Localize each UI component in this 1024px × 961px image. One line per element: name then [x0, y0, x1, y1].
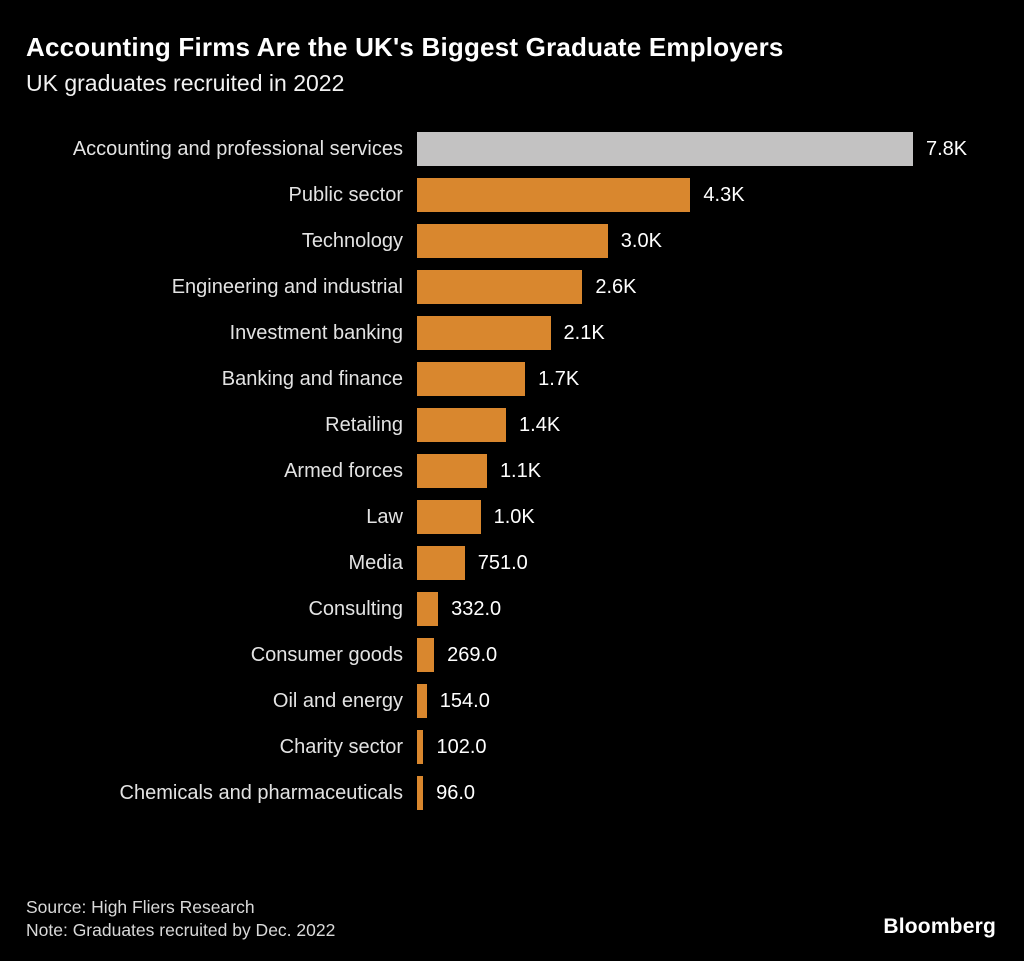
bar-value: 1.7K — [538, 367, 580, 390]
bar-label: Media — [348, 552, 403, 575]
bar-value: 154.0 — [439, 689, 490, 712]
bar-value: 1.1K — [499, 459, 542, 482]
bar-value: 102.0 — [436, 735, 487, 758]
chart-title: Accounting Firms Are the UK's Biggest Gr… — [26, 32, 784, 62]
bar-track — [417, 270, 583, 305]
bar-value: 1.0K — [493, 505, 535, 528]
bar-label: Banking and finance — [221, 368, 403, 391]
bar-label: Technology — [301, 230, 403, 253]
bar-value: 1.4K — [519, 413, 561, 436]
bar-track — [417, 362, 526, 397]
bar-value: 2.6K — [595, 275, 637, 298]
bar — [417, 776, 424, 811]
bar-label: Consumer goods — [250, 644, 403, 667]
bar-value: 269.0 — [447, 643, 498, 666]
bar-label: Public sector — [288, 184, 404, 207]
chart-row: Banking and finance 1.7K — [26, 362, 998, 397]
bar-track — [417, 316, 551, 351]
footer: Source: High Fliers Research Note: Gradu… — [26, 896, 335, 943]
bar — [417, 132, 913, 167]
bar — [417, 638, 435, 673]
chart-row: Retailing 1.4K — [26, 408, 998, 443]
bar-track — [417, 592, 439, 627]
chart-row: Consumer goods 269.0 — [26, 638, 998, 673]
bar-label: Retailing — [325, 414, 403, 437]
bar-label: Accounting and professional services — [72, 138, 403, 161]
bar-value: 4.3K — [703, 183, 745, 206]
chart-row: Media 751.0 — [26, 546, 998, 581]
bar-value: 3.0K — [620, 229, 662, 252]
chart-row: Oil and energy 154.0 — [26, 684, 998, 719]
bar-track — [417, 546, 465, 581]
bar-rows: Accounting and professional services 7.8K… — [26, 132, 998, 811]
bar-label: Engineering and industrial — [171, 276, 403, 299]
chart-subtitle: UK graduates recruited in 2022 — [26, 69, 345, 96]
bar-label: Law — [366, 506, 403, 529]
bar — [417, 270, 583, 305]
chart-row: Consulting 332.0 — [26, 592, 998, 627]
bar — [417, 454, 487, 489]
bar-track — [417, 684, 427, 719]
bar-track — [417, 132, 913, 167]
bloomberg-logo: Bloomberg — [883, 915, 996, 938]
chart-row: Charity sector 102.0 — [26, 730, 998, 765]
bar-track — [417, 408, 507, 443]
bar-track — [417, 730, 424, 765]
bar — [417, 408, 507, 443]
bar — [417, 178, 691, 213]
bar-value: 96.0 — [436, 781, 476, 804]
bar — [417, 546, 465, 581]
chart-row: Investment banking 2.1K — [26, 316, 998, 351]
note-text: Note: Graduates recruited by Dec. 2022 — [26, 920, 336, 941]
bar — [417, 362, 526, 397]
bar — [417, 316, 551, 351]
bar-track — [417, 638, 435, 673]
chart-row: Chemicals and pharmaceuticals 96.0 — [26, 776, 998, 811]
bar-label: Armed forces — [284, 460, 403, 483]
chart-row: Technology 3.0K — [26, 224, 998, 259]
bar-label: Charity sector — [279, 736, 403, 759]
bar-value: 7.8K — [926, 137, 968, 160]
bar-value: 332.0 — [451, 597, 502, 620]
bar-value: 751.0 — [477, 551, 528, 574]
bar — [417, 224, 608, 259]
bar — [417, 684, 427, 719]
bar — [417, 592, 439, 627]
bar-track — [417, 178, 691, 213]
chart-row: Armed forces 1.1K — [26, 454, 998, 489]
chart-row: Accounting and professional services 7.8K — [26, 132, 998, 167]
chart-row: Engineering and industrial 2.6K — [26, 270, 998, 305]
bar-value: 2.1K — [563, 321, 605, 344]
bar-label: Investment banking — [229, 322, 403, 345]
bar-label: Chemicals and pharmaceuticals — [119, 782, 403, 805]
bar — [417, 730, 424, 765]
chart-row: Law 1.0K — [26, 500, 998, 535]
bar-track — [417, 224, 608, 259]
bar-track — [417, 500, 481, 535]
bar — [417, 500, 481, 535]
bar-track — [417, 776, 424, 811]
bar-track — [417, 454, 487, 489]
bar-label: Consulting — [308, 598, 403, 621]
chart-row: Public sector 4.3K — [26, 178, 998, 213]
bar-label: Oil and energy — [272, 690, 403, 713]
source-text: Source: High Fliers Research — [26, 896, 255, 917]
